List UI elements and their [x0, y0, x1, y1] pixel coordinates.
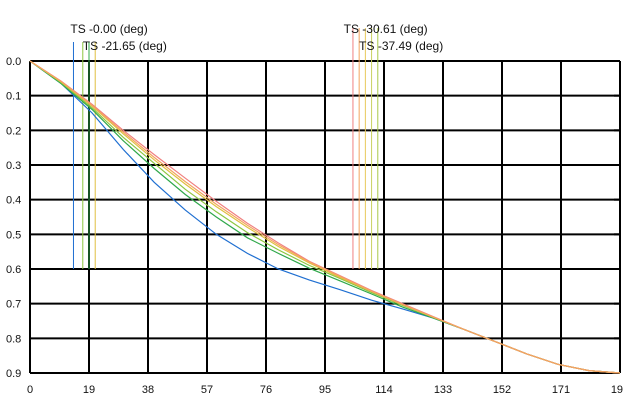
x-tick-label: 171	[552, 384, 570, 396]
x-tick-label: 95	[319, 384, 331, 396]
x-tick-label: 152	[493, 384, 511, 396]
annotation-label: TS -0.00 (deg)	[70, 22, 147, 36]
annotation-label: TS -37.49 (deg)	[359, 39, 443, 53]
annotation-label: TS -30.61 (deg)	[344, 22, 428, 36]
y-tick-label: 0.8	[6, 333, 21, 345]
annotations: TS -0.00 (deg) TS -21.65 (deg) TS -30.61 (…	[70, 22, 443, 53]
y-tick-label: 0.7	[6, 299, 21, 311]
y-tick-labels: 0.0 0.1 0.2 0.3 0.4 0.5 0.6 0.7 0.8 0.9	[6, 56, 21, 380]
x-tick-label: 38	[142, 384, 154, 396]
annotation-label: TS -21.65 (deg)	[83, 39, 167, 53]
y-tick-label: 0.4	[6, 195, 21, 207]
y-tick-label: 0.2	[6, 125, 21, 137]
y-tick-label: 0.6	[6, 264, 21, 276]
x-tick-label: 0	[27, 384, 33, 396]
x-tick-label: 190	[611, 384, 623, 396]
y-tick-label: 0.1	[6, 91, 21, 103]
x-tick-labels: 0 19 38 57 76 95 114 133 152 171 190	[27, 384, 623, 396]
x-tick-label: 133	[434, 384, 452, 396]
field-markers	[72, 28, 379, 269]
series-line	[29, 60, 621, 374]
x-tick-label: 76	[260, 384, 272, 396]
series-lines	[29, 60, 621, 374]
x-tick-label: 19	[83, 384, 95, 396]
y-tick-label: 0.5	[6, 229, 21, 241]
x-tick-label: 114	[375, 384, 393, 396]
y-tick-label: 0.9	[6, 368, 21, 380]
x-tick-label: 57	[201, 384, 213, 396]
y-tick-label: 0.3	[6, 160, 21, 172]
y-tick-label: 0.0	[6, 56, 21, 68]
